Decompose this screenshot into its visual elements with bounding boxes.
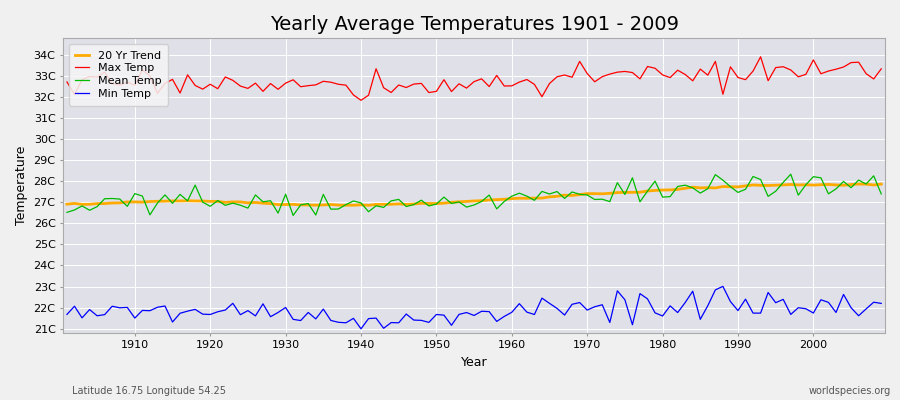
Mean Temp — [876, 192, 886, 196]
Mean Temp — [514, 191, 525, 196]
Mean Temp — [122, 204, 132, 209]
20 Yr Trend — [605, 191, 616, 196]
Max Temp — [288, 77, 299, 82]
Max Temp — [122, 80, 132, 84]
Mean Temp — [786, 172, 796, 177]
Legend: 20 Yr Trend, Max Temp, Mean Temp, Min Temp: 20 Yr Trend, Max Temp, Mean Temp, Min Te… — [68, 44, 168, 106]
20 Yr Trend — [363, 203, 374, 208]
Line: Min Temp: Min Temp — [67, 286, 881, 329]
Line: 20 Yr Trend: 20 Yr Trend — [67, 184, 881, 205]
Text: Latitude 16.75 Longitude 54.25: Latitude 16.75 Longitude 54.25 — [72, 386, 226, 396]
20 Yr Trend — [514, 196, 525, 200]
Title: Yearly Average Temperatures 1901 - 2009: Yearly Average Temperatures 1901 - 2009 — [270, 15, 679, 34]
Min Temp — [717, 284, 728, 289]
Min Temp — [514, 301, 525, 306]
Max Temp — [605, 72, 616, 76]
20 Yr Trend — [122, 200, 132, 204]
Min Temp — [876, 301, 886, 306]
Text: worldspecies.org: worldspecies.org — [809, 386, 891, 396]
20 Yr Trend — [853, 182, 864, 186]
Line: Max Temp: Max Temp — [67, 57, 881, 100]
Min Temp — [507, 310, 517, 315]
Min Temp — [61, 312, 72, 317]
Mean Temp — [605, 199, 616, 204]
20 Yr Trend — [333, 203, 344, 208]
Max Temp — [876, 66, 886, 71]
Max Temp — [514, 80, 525, 84]
20 Yr Trend — [507, 196, 517, 201]
20 Yr Trend — [876, 182, 886, 186]
Mean Temp — [507, 194, 517, 198]
Mean Temp — [61, 210, 72, 215]
Min Temp — [288, 317, 299, 322]
Max Temp — [356, 98, 366, 103]
Max Temp — [755, 54, 766, 59]
Line: Mean Temp: Mean Temp — [67, 174, 881, 216]
Max Temp — [333, 82, 344, 87]
Max Temp — [61, 80, 72, 84]
Max Temp — [507, 84, 517, 88]
Mean Temp — [288, 213, 299, 218]
Mean Temp — [340, 202, 351, 207]
Min Temp — [605, 320, 616, 325]
Min Temp — [122, 305, 132, 310]
20 Yr Trend — [61, 202, 72, 206]
Min Temp — [333, 320, 344, 325]
20 Yr Trend — [288, 202, 299, 207]
Mean Temp — [295, 202, 306, 207]
Min Temp — [356, 326, 366, 331]
X-axis label: Year: Year — [461, 356, 488, 369]
Y-axis label: Temperature: Temperature — [15, 146, 28, 225]
